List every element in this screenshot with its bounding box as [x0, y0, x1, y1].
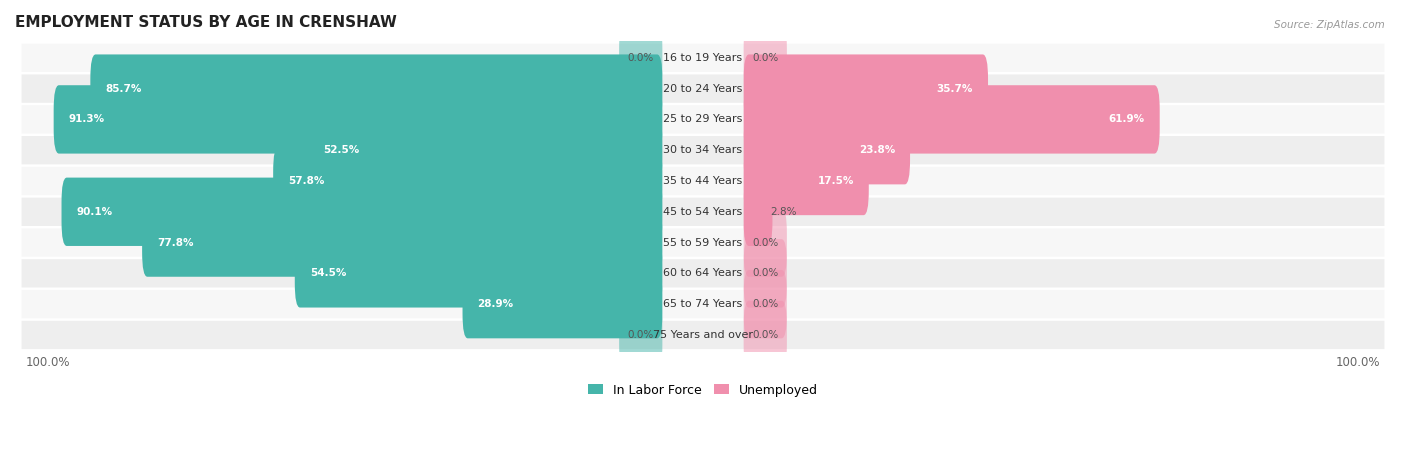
Text: EMPLOYMENT STATUS BY AGE IN CRENSHAW: EMPLOYMENT STATUS BY AGE IN CRENSHAW: [15, 15, 396, 30]
Text: 85.7%: 85.7%: [105, 84, 142, 94]
FancyBboxPatch shape: [21, 74, 1385, 103]
Text: 20 to 24 Years: 20 to 24 Years: [664, 84, 742, 94]
FancyBboxPatch shape: [744, 24, 787, 92]
Text: 17.5%: 17.5%: [817, 176, 853, 186]
Text: 0.0%: 0.0%: [752, 238, 779, 248]
FancyBboxPatch shape: [21, 259, 1385, 288]
Text: 61.9%: 61.9%: [1108, 114, 1144, 124]
Text: 0.0%: 0.0%: [752, 299, 779, 309]
Text: 0.0%: 0.0%: [752, 53, 779, 63]
FancyBboxPatch shape: [53, 85, 662, 153]
FancyBboxPatch shape: [21, 229, 1385, 257]
FancyBboxPatch shape: [744, 239, 787, 307]
FancyBboxPatch shape: [744, 116, 910, 184]
Text: 0.0%: 0.0%: [627, 330, 654, 340]
Text: 35.7%: 35.7%: [936, 84, 973, 94]
Text: 75 Years and over: 75 Years and over: [652, 330, 754, 340]
Text: 23.8%: 23.8%: [859, 145, 896, 155]
Text: 0.0%: 0.0%: [627, 53, 654, 63]
Text: Source: ZipAtlas.com: Source: ZipAtlas.com: [1274, 20, 1385, 30]
Text: 55 to 59 Years: 55 to 59 Years: [664, 238, 742, 248]
Text: 60 to 64 Years: 60 to 64 Years: [664, 268, 742, 279]
FancyBboxPatch shape: [308, 116, 662, 184]
Legend: In Labor Force, Unemployed: In Labor Force, Unemployed: [583, 378, 823, 401]
FancyBboxPatch shape: [21, 136, 1385, 164]
Text: 57.8%: 57.8%: [288, 176, 325, 186]
FancyBboxPatch shape: [21, 44, 1385, 72]
FancyBboxPatch shape: [744, 178, 772, 246]
FancyBboxPatch shape: [273, 147, 662, 215]
Text: 65 to 74 Years: 65 to 74 Years: [664, 299, 742, 309]
Text: 0.0%: 0.0%: [752, 268, 779, 279]
Text: 90.1%: 90.1%: [76, 207, 112, 217]
FancyBboxPatch shape: [21, 290, 1385, 318]
Text: 45 to 54 Years: 45 to 54 Years: [664, 207, 742, 217]
FancyBboxPatch shape: [619, 301, 662, 369]
Text: 54.5%: 54.5%: [309, 268, 346, 279]
FancyBboxPatch shape: [744, 147, 869, 215]
Text: 77.8%: 77.8%: [157, 238, 194, 248]
FancyBboxPatch shape: [744, 270, 787, 338]
FancyBboxPatch shape: [619, 24, 662, 92]
FancyBboxPatch shape: [744, 85, 1160, 153]
Text: 0.0%: 0.0%: [752, 330, 779, 340]
FancyBboxPatch shape: [21, 167, 1385, 195]
FancyBboxPatch shape: [142, 208, 662, 277]
FancyBboxPatch shape: [90, 54, 662, 123]
FancyBboxPatch shape: [295, 239, 662, 307]
FancyBboxPatch shape: [463, 270, 662, 338]
FancyBboxPatch shape: [744, 54, 988, 123]
FancyBboxPatch shape: [744, 208, 787, 277]
Text: 35 to 44 Years: 35 to 44 Years: [664, 176, 742, 186]
FancyBboxPatch shape: [21, 321, 1385, 349]
Text: 91.3%: 91.3%: [69, 114, 105, 124]
Text: 52.5%: 52.5%: [323, 145, 359, 155]
FancyBboxPatch shape: [21, 105, 1385, 134]
FancyBboxPatch shape: [21, 198, 1385, 226]
FancyBboxPatch shape: [744, 301, 787, 369]
Text: 25 to 29 Years: 25 to 29 Years: [664, 114, 742, 124]
Text: 2.8%: 2.8%: [770, 207, 797, 217]
Text: 16 to 19 Years: 16 to 19 Years: [664, 53, 742, 63]
Text: 28.9%: 28.9%: [478, 299, 513, 309]
Text: 30 to 34 Years: 30 to 34 Years: [664, 145, 742, 155]
FancyBboxPatch shape: [62, 178, 662, 246]
